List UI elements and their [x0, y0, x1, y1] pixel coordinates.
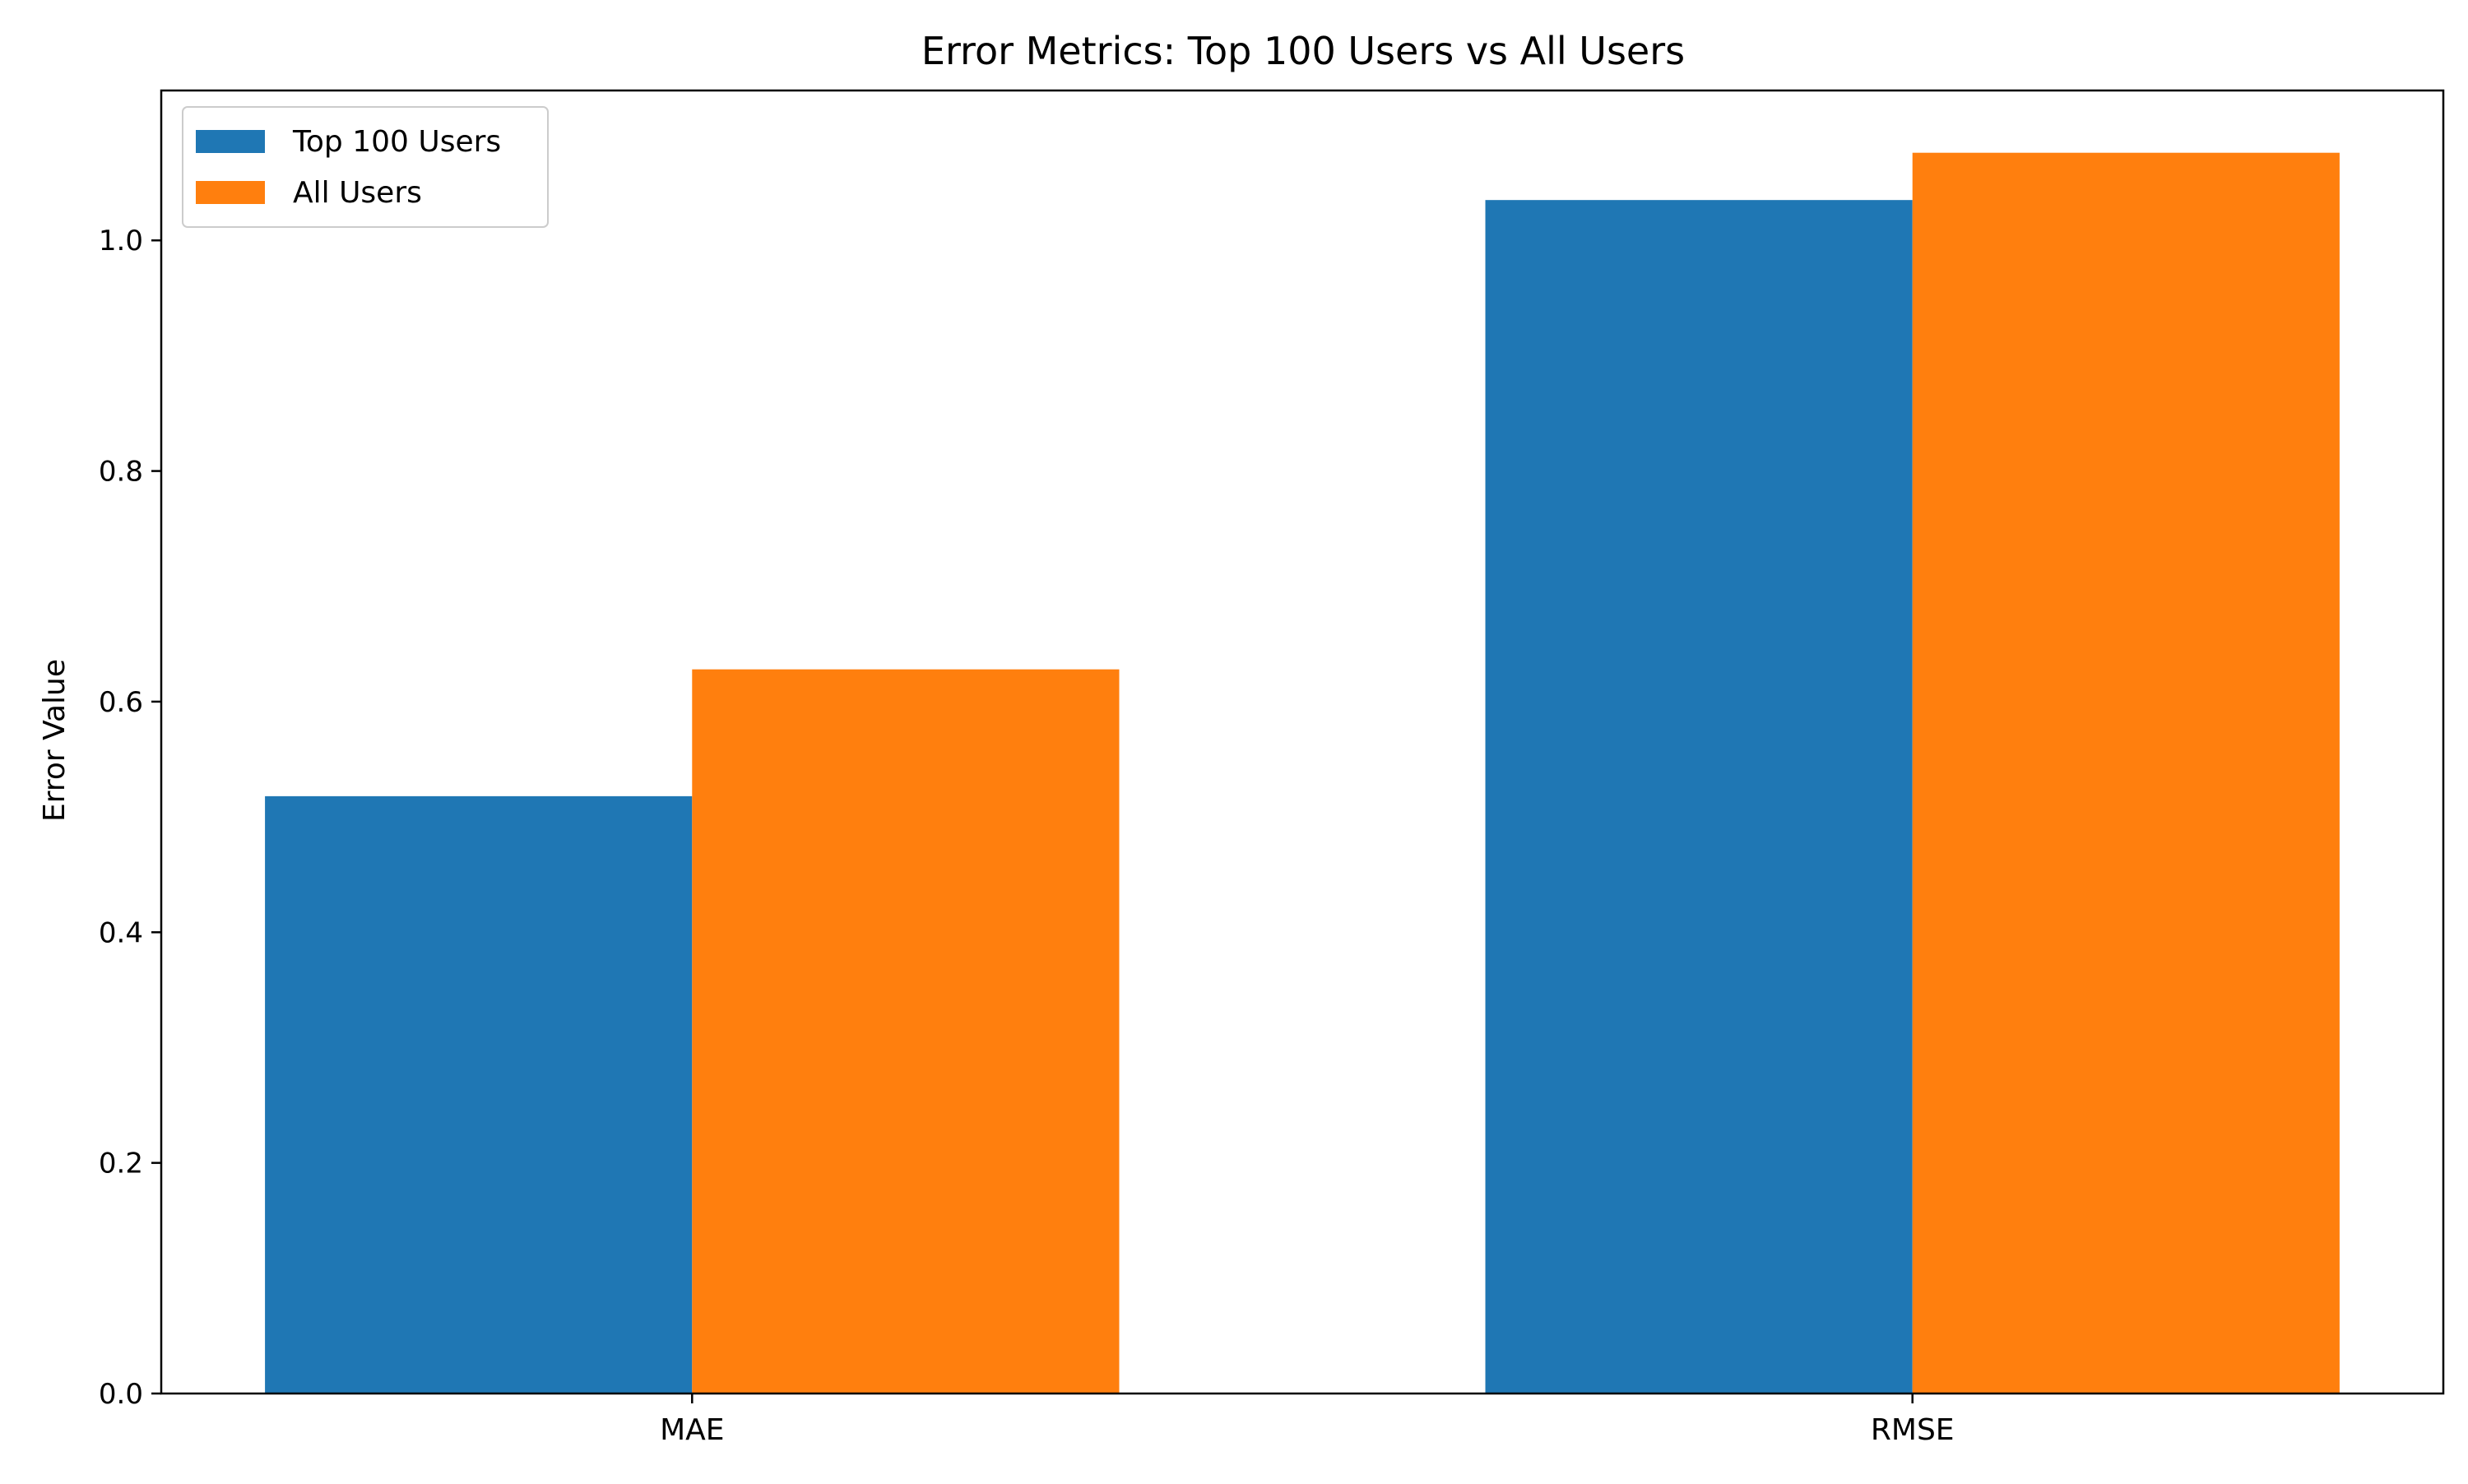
plot-frame: [160, 89, 2445, 1395]
x-tick-label: RMSE: [1871, 1413, 1955, 1447]
bar-all-users-mae: [692, 669, 1120, 1394]
legend-label: All Users: [293, 176, 422, 210]
y-tick-label: 0.6: [99, 686, 143, 719]
x-tick-label: MAE: [660, 1413, 724, 1447]
y-tick-label: 0.0: [99, 1378, 143, 1411]
bar-top-100-users-rmse: [1485, 200, 1913, 1394]
y-tick-label: 0.8: [99, 456, 143, 489]
y-axis-ticks: 0.0 0.2 0.4 0.6 0.8 1.0: [99, 225, 161, 1411]
legend-swatch: [196, 130, 265, 153]
chart-title: Error Metrics: Top 100 Users vs All User…: [921, 29, 1685, 73]
bar-all-users-rmse: [1912, 152, 2340, 1394]
y-tick-label: 0.2: [99, 1148, 143, 1180]
bar-top-100-users-mae: [265, 795, 693, 1394]
bars-layer: [265, 152, 2340, 1394]
x-axis-ticks: MAE RMSE: [660, 1394, 1955, 1447]
legend-frame: [182, 106, 549, 228]
y-tick-label: 1.0: [99, 225, 143, 257]
legend-swatch: [196, 181, 265, 204]
y-axis-label: Error Value: [38, 659, 72, 822]
legend-label: Top 100 Users: [292, 125, 501, 159]
y-tick-label: 0.4: [99, 916, 143, 949]
legend: Top 100 Users All Users: [182, 106, 549, 228]
